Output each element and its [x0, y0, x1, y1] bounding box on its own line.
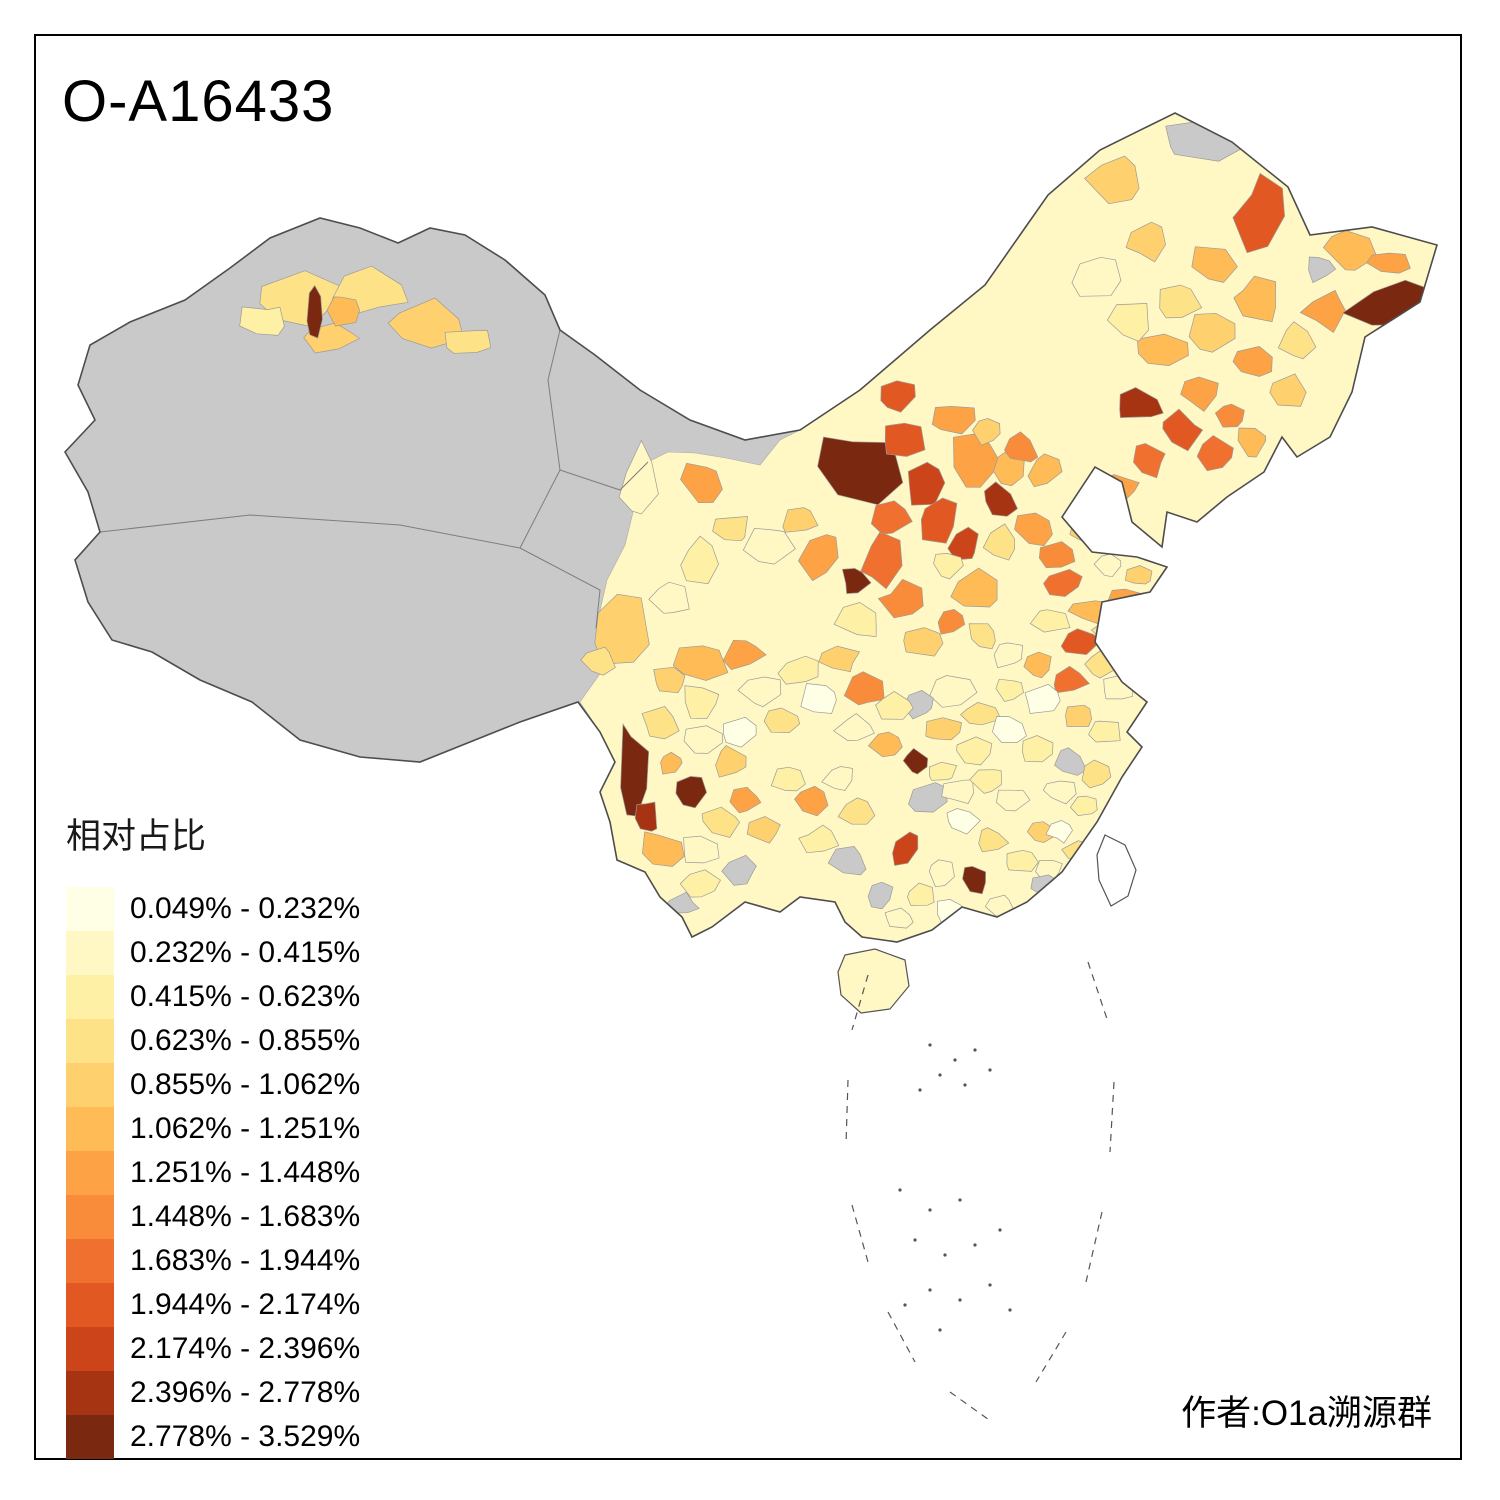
legend-label: 0.232% - 0.415%: [130, 936, 361, 969]
legend-label: 1.944% - 2.174%: [130, 1288, 361, 1321]
legend-swatch: [66, 1019, 114, 1063]
legend-swatch: [66, 1327, 114, 1371]
legend-item: 1.251% - 1.448%: [66, 1151, 360, 1195]
legend-item: 1.944% - 2.174%: [66, 1283, 360, 1327]
legend: 相对占比 0.049% - 0.232% 0.232% - 0.415% 0.415…: [66, 808, 360, 1459]
legend-label: 1.251% - 1.448%: [130, 1156, 361, 1189]
legend-label: 2.778% - 3.529%: [130, 1420, 361, 1453]
map-title: O-A16433: [62, 69, 335, 134]
legend-item: 0.232% - 0.415%: [66, 931, 360, 975]
legend-label: 1.062% - 1.251%: [130, 1112, 361, 1145]
legend-label: 2.174% - 2.396%: [130, 1332, 361, 1365]
legend-label: 1.448% - 1.683%: [130, 1200, 361, 1233]
legend-item: 2.174% - 2.396%: [66, 1327, 360, 1371]
legend-swatch: [66, 1195, 114, 1239]
legend-label: 0.855% - 1.062%: [130, 1068, 361, 1101]
legend-swatch: [66, 931, 114, 975]
legend-title: 相对占比: [66, 817, 207, 856]
attribution: 作者:O1a溯源群: [1181, 1394, 1432, 1433]
legend-item: 2.396% - 2.778%: [66, 1371, 360, 1415]
legend-item: 0.855% - 1.062%: [66, 1063, 360, 1107]
legend-swatch: [66, 887, 114, 931]
legend-rows: 0.049% - 0.232% 0.232% - 0.415% 0.415% - 0…: [66, 887, 360, 1459]
legend-swatch: [66, 1151, 114, 1195]
legend-label: 0.623% - 0.855%: [130, 1024, 361, 1057]
legend-swatch: [66, 1107, 114, 1151]
legend-swatch: [66, 1239, 114, 1283]
legend-label: 1.683% - 1.944%: [130, 1244, 361, 1277]
legend-swatch: [66, 1283, 114, 1327]
legend-swatch: [66, 975, 114, 1019]
legend-label: 0.049% - 0.232%: [130, 892, 361, 925]
legend-item: 1.448% - 1.683%: [66, 1195, 360, 1239]
legend-label: 2.396% - 2.778%: [130, 1376, 361, 1409]
legend-item: 1.062% - 1.251%: [66, 1107, 360, 1151]
legend-item: 2.778% - 3.529%: [66, 1415, 360, 1459]
legend-label: 0.415% - 0.623%: [130, 980, 361, 1013]
legend-swatch: [66, 1415, 114, 1459]
legend-item: 0.049% - 0.232%: [66, 887, 360, 931]
legend-swatch: [66, 1371, 114, 1415]
legend-item: 0.623% - 0.855%: [66, 1019, 360, 1063]
legend-item: 1.683% - 1.944%: [66, 1239, 360, 1283]
legend-item: 0.415% - 0.623%: [66, 975, 360, 1019]
legend-swatch: [66, 1063, 114, 1107]
